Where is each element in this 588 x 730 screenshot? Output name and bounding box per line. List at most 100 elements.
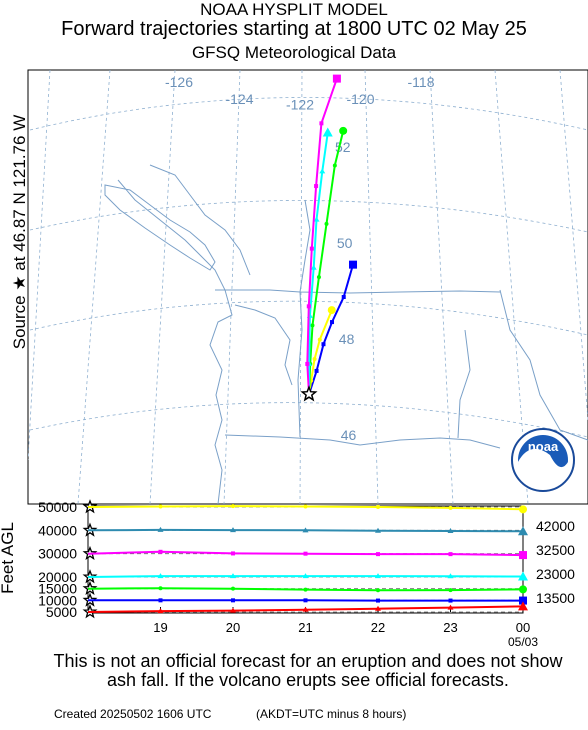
longitude-label: -120 — [346, 91, 374, 107]
noaa-logo-bird — [518, 448, 568, 487]
timezone-note: (AKDT=UTC minus 8 hours) — [256, 707, 407, 721]
height-end-marker — [518, 526, 528, 536]
height-point — [231, 586, 235, 591]
longitude-label: -126 — [165, 74, 193, 90]
lat-lon-grid — [28, 70, 588, 504]
right-height-label: 23000 — [536, 566, 575, 582]
height-point — [230, 527, 236, 533]
trajectory-point — [312, 356, 317, 361]
height-series — [87, 504, 528, 614]
right-height-labels: 42000 32500 23000 13500 — [536, 518, 575, 606]
y-tick-label: 30000 — [38, 546, 77, 562]
trajectory-point — [310, 323, 315, 328]
y-tick-label: 20000 — [38, 569, 77, 585]
height-point — [231, 504, 235, 509]
trajectory-point — [309, 246, 314, 251]
trajectory-point — [341, 295, 346, 300]
data-source-label: GFSQ Meteorological Data — [191, 43, 397, 62]
height-point — [376, 552, 380, 557]
coastline-and-borders — [104, 164, 588, 504]
trajectory-point — [324, 221, 329, 226]
trajectory-end-marker — [322, 127, 333, 137]
trajectory-point — [310, 264, 317, 270]
trajectory-point — [321, 342, 326, 347]
trajectory-point — [314, 368, 319, 373]
trajectory-point — [305, 361, 310, 366]
height-point — [158, 598, 163, 603]
y-tick-label: 10000 — [38, 592, 77, 608]
height-point — [302, 573, 309, 579]
height-point — [231, 551, 235, 556]
trajectory-point — [332, 163, 337, 168]
x-date-label: 05/03 — [508, 635, 538, 649]
height-point — [447, 528, 454, 534]
trajectory-end-marker — [332, 74, 341, 83]
height-point — [157, 573, 164, 579]
height-point — [303, 587, 308, 592]
disclaimer-text: This is not an official forecast for an … — [53, 651, 563, 690]
x-tick-label: 21 — [298, 620, 312, 635]
height-point — [158, 549, 163, 554]
created-timestamp: Created 20250502 1606 UTC — [54, 707, 212, 721]
latitude-label: 48 — [339, 331, 355, 347]
chart-subtitle: Forward trajectories starting at 1800 UT… — [61, 18, 527, 40]
height-point — [303, 504, 308, 509]
height-end-marker — [518, 601, 528, 611]
trajectory-end-marker — [339, 126, 348, 135]
y-tick-label: 15000 — [38, 581, 77, 597]
right-height-label: 32500 — [536, 542, 575, 558]
height-point — [376, 505, 380, 509]
height-point — [302, 606, 309, 612]
longitude-label: -122 — [286, 97, 314, 113]
height-point — [157, 608, 164, 614]
source-star-mark — [300, 385, 318, 402]
height-point — [375, 573, 381, 579]
height-point — [375, 605, 381, 611]
x-tick-label: 20 — [226, 620, 240, 635]
trajectory-end-marker — [327, 306, 336, 315]
trajectory-point — [313, 216, 320, 222]
source-star-icon — [300, 385, 318, 402]
trajectory-point — [317, 337, 322, 342]
map-frame — [27, 69, 588, 505]
noaa-logo-text: noaa — [528, 439, 559, 454]
y-tick-label: 50000 — [38, 499, 77, 515]
chart-title: NOAA HYSPLIT MODEL — [200, 0, 388, 19]
height-point — [448, 505, 453, 510]
longitude-label: -118 — [408, 74, 435, 90]
height-end-marker — [519, 585, 527, 594]
height-point — [230, 607, 236, 613]
height-point — [158, 504, 163, 509]
height-point — [376, 598, 380, 603]
height-end-marker — [519, 551, 527, 560]
trajectory-line — [308, 264, 354, 395]
trajectory-end-marker — [349, 260, 358, 269]
y-tick-label: 5000 — [46, 604, 77, 620]
height-point — [448, 598, 453, 603]
longitude-label: -124 — [225, 91, 253, 107]
x-tick-label: 00 — [516, 620, 530, 635]
height-end-marker — [518, 571, 528, 581]
latitude-label: 46 — [341, 427, 357, 443]
noaa-logo: noaa — [511, 428, 575, 492]
trajectory-point — [319, 121, 324, 126]
height-point — [375, 527, 381, 533]
height-point — [157, 526, 164, 532]
right-height-label: 42000 — [536, 518, 575, 534]
height-point — [447, 573, 454, 579]
y-tick-label: 40000 — [38, 522, 77, 538]
trajectory-tracks — [305, 74, 358, 397]
trajectory-point — [316, 275, 321, 280]
height-point — [231, 598, 235, 603]
height-point — [448, 588, 453, 593]
height-point — [230, 573, 236, 579]
height-point — [448, 552, 453, 557]
latitude-label: 50 — [337, 235, 353, 251]
trajectory-point — [330, 320, 335, 325]
trajectory-point — [314, 184, 319, 189]
height-point — [303, 551, 308, 556]
height-point — [376, 588, 380, 593]
height-point — [303, 598, 308, 603]
